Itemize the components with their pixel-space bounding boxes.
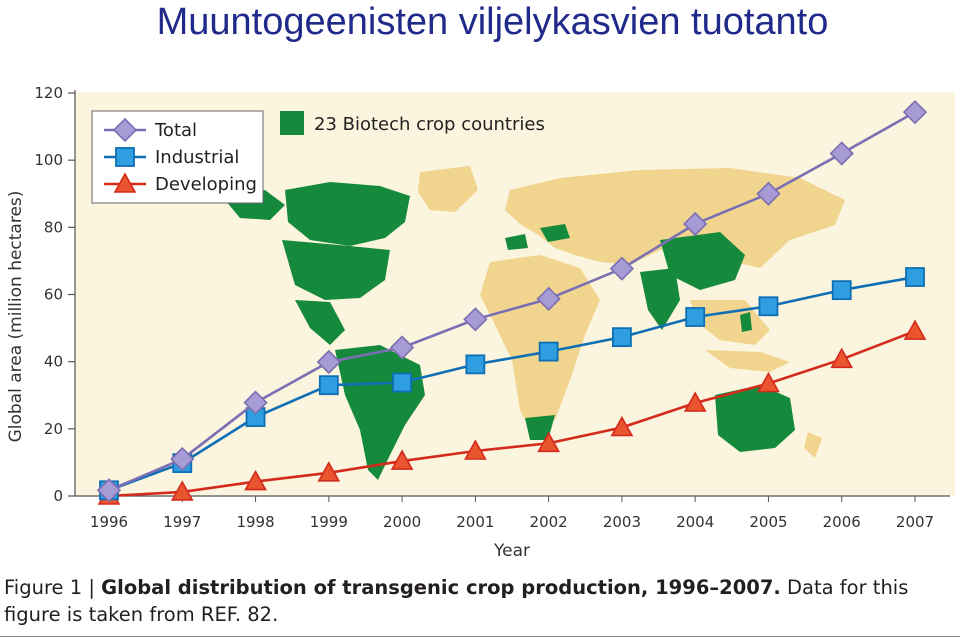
data-point-developing	[830, 347, 854, 369]
bottom-rule	[0, 636, 960, 637]
caption-rest: Data for this figure is taken from REF. …	[4, 576, 909, 626]
land-southasia	[690, 300, 770, 345]
data-point-total	[170, 446, 195, 472]
land-canada	[285, 182, 410, 246]
data-point-developing	[610, 415, 634, 437]
data-point-developing	[903, 319, 927, 340]
data-point-industrial	[905, 267, 925, 287]
legend-marker-total	[112, 117, 138, 143]
land-greenland	[418, 166, 478, 212]
land-india	[640, 268, 680, 330]
data-point-total	[96, 478, 122, 503]
data-point-total	[243, 390, 268, 415]
series-line-developing	[108, 329, 916, 498]
annotation: 23 Biotech crop countries	[280, 111, 545, 135]
land-spain	[505, 234, 528, 250]
data-point-developing	[317, 461, 341, 482]
biotech-legend-swatch	[280, 111, 304, 135]
chart-area: 0 20 40 60 80 100 120 1996 1997 1998 1999 2000 2001 2…	[6, 84, 955, 561]
axes: 0 20 40 60 80 100 120 1996 1997 1998 1999 2000 2001 2…	[6, 84, 950, 561]
data-point-industrial	[685, 307, 706, 327]
data-point-industrial	[831, 280, 852, 301]
land-china	[660, 232, 745, 290]
data-point-developing	[537, 431, 560, 453]
data-point-developing	[683, 391, 707, 412]
x-tick-label: 2001	[456, 513, 494, 531]
caption-lead: Figure 1 |	[4, 576, 102, 599]
x-tick-label: 1999	[310, 513, 348, 531]
x-tick-label: 2003	[603, 513, 641, 531]
x-tick-label: 2006	[823, 513, 861, 531]
series-layer	[96, 100, 928, 505]
figure-caption: Figure 1 | Global distribution of transg…	[4, 574, 956, 628]
data-point-total	[756, 181, 781, 206]
land-east-europe	[540, 224, 570, 242]
x-tick-label: 2005	[749, 513, 787, 531]
series-line-industrial	[108, 275, 916, 492]
data-point-industrial	[392, 372, 412, 393]
legend-marker-industrial	[115, 147, 135, 167]
data-point-total	[536, 286, 561, 311]
legend: Total Industrial Developing	[91, 110, 264, 204]
land-mexico	[295, 300, 345, 345]
legend-label-developing: Developing	[155, 174, 257, 195]
data-point-total	[316, 349, 341, 375]
data-point-industrial	[465, 354, 486, 375]
land-nz	[804, 432, 822, 458]
x-tick-label: 2007	[896, 513, 934, 531]
data-point-total	[683, 211, 708, 237]
data-point-total	[463, 307, 488, 332]
land-philippines	[740, 312, 752, 332]
series-line-total	[108, 111, 916, 492]
data-point-industrial	[318, 375, 339, 396]
y-tick-label: 120	[34, 84, 63, 102]
legend-label-total: Total	[154, 120, 197, 141]
data-point-developing	[390, 449, 414, 470]
x-tick-label: 2004	[676, 513, 714, 531]
y-axis-title: Global area (million hectares)	[6, 191, 26, 443]
data-point-total	[902, 100, 928, 125]
land-usa	[282, 240, 390, 300]
x-tick-label: 2000	[383, 513, 421, 531]
data-point-industrial	[758, 296, 779, 317]
y-tick-label: 40	[44, 353, 63, 371]
y-tick-label: 80	[44, 218, 63, 236]
legend-label-industrial: Industrial	[155, 147, 239, 168]
x-tick-label: 1996	[90, 513, 128, 531]
y-tick-label: 60	[44, 286, 63, 304]
legend-marker-developing	[113, 172, 137, 193]
x-tick-label: 2002	[530, 513, 568, 531]
x-tick-label: 1998	[236, 513, 274, 531]
data-point-developing	[244, 469, 267, 491]
land-australia	[715, 385, 795, 452]
data-point-developing	[170, 480, 194, 501]
slide-title: Muuntogeenisten viljelykasvien tuotanto	[156, 1, 829, 43]
y-tick-label: 100	[34, 151, 63, 169]
data-point-total	[609, 256, 635, 281]
land-indonesia	[705, 350, 790, 372]
data-point-industrial	[538, 341, 559, 362]
data-point-total	[389, 335, 415, 360]
biotech-legend-label: 23 Biotech crop countries	[314, 114, 545, 135]
caption-bold: Global distribution of transgenic crop p…	[101, 576, 781, 599]
data-point-total	[829, 141, 854, 166]
data-point-developing	[757, 371, 780, 393]
data-point-developing	[464, 439, 487, 460]
data-point-industrial	[612, 327, 632, 348]
x-axis-title: Year	[493, 541, 530, 561]
y-tick-label: 0	[53, 487, 63, 505]
y-tick-label: 20	[44, 420, 63, 438]
x-tick-label: 1997	[163, 513, 201, 531]
